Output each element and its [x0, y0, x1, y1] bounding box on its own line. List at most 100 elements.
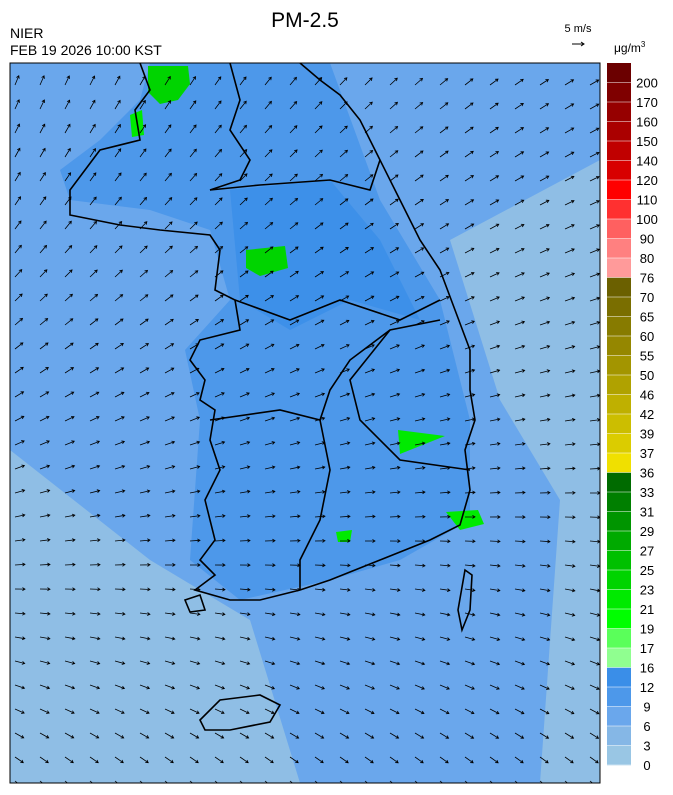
wind-arrow	[89, 123, 96, 134]
colorbar-label: 100	[636, 212, 658, 227]
wind-arrow	[114, 440, 126, 446]
wind-arrow	[39, 587, 51, 592]
wind-arrow	[189, 612, 201, 616]
wind-arrow	[39, 391, 50, 398]
wind-arrow	[89, 513, 101, 518]
wind-arrow	[364, 563, 376, 568]
wind-arrow	[439, 732, 450, 739]
wind-arrow	[39, 464, 51, 470]
wind-arrow	[514, 369, 526, 374]
wind-arrow	[139, 587, 151, 592]
wind-arrow	[64, 172, 72, 182]
wind-arrow	[314, 319, 325, 326]
wind-arrow	[539, 296, 551, 302]
colorbar-band	[607, 511, 631, 532]
wind-arrow	[214, 732, 225, 739]
wind-arrow	[289, 708, 300, 715]
wind-arrow	[314, 732, 325, 739]
wind-arrow	[414, 490, 426, 495]
wind-arrow	[414, 636, 426, 641]
wind-arrow	[539, 466, 551, 471]
wind-arrow	[439, 563, 451, 568]
wind-arrow	[539, 612, 551, 617]
wind-arrow	[514, 588, 526, 593]
wind-arrow	[14, 562, 26, 567]
wind-arrow	[289, 222, 299, 230]
wind-arrow	[314, 465, 326, 470]
wind-arrow	[239, 563, 251, 568]
wind-arrow	[289, 465, 301, 470]
colorbar-label: 0	[643, 758, 650, 773]
wind-arrow	[464, 514, 476, 519]
wind-arrow	[189, 587, 201, 592]
wind-arrow	[564, 417, 576, 422]
wind-arrow	[264, 368, 275, 374]
wind-arrow	[114, 416, 125, 422]
wind-arrow	[114, 538, 126, 543]
wind-arrow	[589, 200, 600, 206]
wind-arrow	[364, 780, 369, 783]
wind-arrow	[489, 296, 500, 302]
wind-arrow	[464, 78, 474, 86]
wind-arrow	[289, 636, 301, 641]
wind-arrow	[139, 756, 149, 764]
wind-arrow	[489, 490, 501, 495]
wind-arrow	[164, 245, 173, 254]
wind-arrow	[239, 173, 248, 182]
wind-arrow	[114, 756, 124, 764]
wind-arrow	[389, 708, 400, 715]
wind-arrow	[389, 539, 401, 543]
wind-arrow	[39, 562, 51, 567]
wind-arrow	[189, 563, 201, 567]
wind-arrow	[339, 756, 349, 764]
wind-arrow	[414, 102, 424, 110]
wind-arrow	[439, 344, 451, 350]
wind-arrow	[564, 780, 569, 783]
wind-arrow	[264, 563, 276, 568]
wind-arrow	[439, 102, 449, 110]
wind-arrow	[114, 294, 124, 302]
wind-arrow	[464, 441, 476, 446]
wind-arrow	[589, 224, 600, 230]
wind-arrow	[164, 343, 175, 350]
wind-arrow	[289, 197, 299, 206]
wind-arrow	[289, 563, 301, 568]
wind-arrow	[289, 319, 300, 326]
wind-arrow	[339, 344, 350, 350]
wind-arrow	[464, 612, 476, 617]
wind-arrow	[39, 220, 47, 230]
wind-arrow	[189, 440, 201, 446]
wind-arrow	[189, 221, 198, 230]
wind-arrow	[439, 660, 451, 666]
wind-arrow	[264, 319, 275, 326]
wind-arrow	[239, 732, 250, 739]
wind-arrow	[339, 174, 349, 182]
wind-arrow	[589, 756, 599, 764]
wind-arrow	[364, 612, 376, 617]
wind-arrow	[564, 369, 576, 374]
wind-arrow	[139, 367, 150, 374]
wind-arrow	[139, 780, 144, 783]
wind-arrow	[114, 732, 125, 739]
wind-arrow	[564, 127, 575, 134]
wind-arrow	[514, 563, 526, 568]
wind-arrow	[139, 245, 148, 254]
wind-arrow	[439, 756, 449, 764]
colorbar-label: 160	[636, 115, 658, 130]
wind-arrow	[14, 660, 26, 665]
wind-arrow	[289, 343, 300, 350]
wind-arrow	[364, 125, 374, 134]
wind-arrow	[114, 148, 122, 158]
wind-arrow	[89, 172, 97, 182]
wind-arrow	[139, 124, 147, 134]
wind-arrow	[264, 489, 276, 494]
map	[10, 63, 600, 783]
wind-arrow	[239, 124, 247, 134]
wind-arrow	[39, 780, 44, 783]
wind-arrow	[339, 125, 348, 134]
wind-arrow	[139, 684, 151, 690]
wind-arrow	[89, 780, 94, 783]
wind-arrow	[264, 684, 276, 690]
wind-arrow	[239, 367, 250, 374]
wind-arrow	[14, 75, 20, 86]
